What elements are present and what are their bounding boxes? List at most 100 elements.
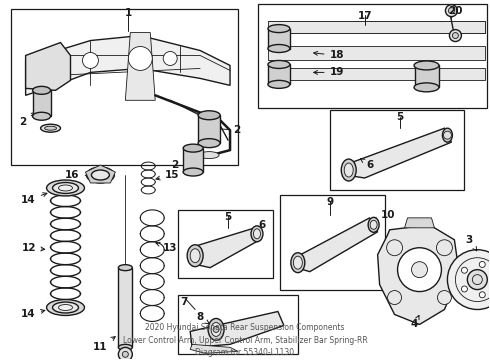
Circle shape bbox=[462, 267, 467, 273]
Circle shape bbox=[128, 46, 152, 71]
Text: 4: 4 bbox=[411, 315, 419, 329]
Text: 6: 6 bbox=[361, 159, 373, 170]
Polygon shape bbox=[190, 311, 284, 347]
Polygon shape bbox=[25, 42, 71, 90]
Text: 17: 17 bbox=[357, 11, 372, 21]
Circle shape bbox=[443, 131, 451, 139]
Ellipse shape bbox=[341, 159, 356, 181]
Text: 1: 1 bbox=[125, 8, 132, 18]
Ellipse shape bbox=[52, 183, 78, 193]
Bar bbox=[268, 64, 290, 84]
Ellipse shape bbox=[251, 226, 263, 242]
Circle shape bbox=[437, 240, 452, 256]
Polygon shape bbox=[378, 225, 460, 324]
Text: 18: 18 bbox=[314, 50, 344, 60]
Text: 11: 11 bbox=[93, 337, 115, 352]
Bar bbox=[415, 66, 440, 87]
Text: 14: 14 bbox=[21, 193, 47, 205]
Circle shape bbox=[397, 248, 441, 292]
Ellipse shape bbox=[45, 126, 56, 130]
Ellipse shape bbox=[58, 305, 73, 310]
Bar bbox=[178, 294, 298, 354]
Ellipse shape bbox=[253, 229, 261, 239]
Circle shape bbox=[163, 51, 177, 66]
Text: 12: 12 bbox=[22, 243, 45, 253]
Text: 15: 15 bbox=[156, 170, 179, 180]
Ellipse shape bbox=[268, 80, 290, 88]
Text: 2020 Hyundai Sonata Rear Suspension Components
Lower Control Arm, Upper Control : 2020 Hyundai Sonata Rear Suspension Comp… bbox=[122, 323, 368, 357]
Text: 19: 19 bbox=[314, 67, 344, 77]
Circle shape bbox=[412, 262, 427, 278]
Ellipse shape bbox=[187, 245, 203, 267]
Text: 20: 20 bbox=[448, 6, 463, 16]
Ellipse shape bbox=[268, 24, 290, 32]
Polygon shape bbox=[295, 218, 378, 272]
Polygon shape bbox=[345, 128, 451, 178]
Ellipse shape bbox=[414, 83, 439, 92]
Ellipse shape bbox=[268, 45, 290, 53]
Ellipse shape bbox=[370, 220, 377, 229]
Ellipse shape bbox=[119, 265, 132, 271]
Bar bbox=[11, 9, 238, 165]
Text: 13: 13 bbox=[156, 242, 177, 253]
Circle shape bbox=[479, 261, 485, 267]
Circle shape bbox=[119, 347, 132, 360]
Ellipse shape bbox=[183, 168, 203, 176]
Polygon shape bbox=[190, 228, 260, 268]
Bar bbox=[198, 115, 220, 143]
Ellipse shape bbox=[291, 253, 305, 273]
Ellipse shape bbox=[211, 323, 221, 336]
Circle shape bbox=[387, 240, 403, 256]
Ellipse shape bbox=[442, 128, 452, 142]
Circle shape bbox=[449, 30, 462, 41]
Text: 9: 9 bbox=[326, 197, 333, 207]
Bar bbox=[330, 110, 465, 190]
Circle shape bbox=[122, 351, 128, 357]
Circle shape bbox=[467, 270, 488, 289]
Circle shape bbox=[213, 327, 219, 332]
Ellipse shape bbox=[183, 144, 203, 152]
Bar bbox=[183, 148, 203, 172]
Polygon shape bbox=[25, 36, 230, 95]
Bar bbox=[280, 195, 385, 289]
Ellipse shape bbox=[41, 124, 61, 132]
Text: 14: 14 bbox=[21, 310, 45, 319]
Text: 10: 10 bbox=[373, 210, 395, 221]
Bar bbox=[119, 268, 132, 347]
Ellipse shape bbox=[58, 185, 73, 191]
Polygon shape bbox=[268, 68, 485, 80]
Text: 2: 2 bbox=[214, 125, 241, 135]
Ellipse shape bbox=[198, 139, 220, 148]
Circle shape bbox=[462, 286, 467, 292]
Polygon shape bbox=[268, 45, 485, 60]
Polygon shape bbox=[405, 218, 435, 228]
Ellipse shape bbox=[92, 170, 109, 180]
Ellipse shape bbox=[268, 60, 290, 68]
Polygon shape bbox=[190, 345, 238, 353]
Ellipse shape bbox=[190, 249, 200, 263]
Circle shape bbox=[82, 53, 98, 68]
Ellipse shape bbox=[33, 112, 50, 120]
Text: 5: 5 bbox=[396, 112, 403, 122]
Circle shape bbox=[479, 292, 485, 298]
Circle shape bbox=[448, 8, 454, 14]
Ellipse shape bbox=[414, 61, 439, 70]
Circle shape bbox=[452, 32, 458, 39]
Polygon shape bbox=[85, 165, 115, 183]
Text: 6: 6 bbox=[253, 220, 266, 231]
Ellipse shape bbox=[47, 180, 84, 196]
Ellipse shape bbox=[52, 302, 78, 313]
Text: 2: 2 bbox=[172, 157, 190, 170]
Text: 2: 2 bbox=[19, 113, 35, 127]
Ellipse shape bbox=[198, 111, 220, 120]
Circle shape bbox=[445, 5, 457, 17]
Circle shape bbox=[438, 291, 451, 305]
Ellipse shape bbox=[368, 217, 379, 232]
Text: 16: 16 bbox=[65, 170, 92, 180]
Bar bbox=[268, 28, 290, 49]
Polygon shape bbox=[268, 21, 485, 32]
Ellipse shape bbox=[344, 163, 353, 177]
Text: 5: 5 bbox=[224, 212, 232, 222]
Circle shape bbox=[388, 291, 401, 305]
Text: 8: 8 bbox=[196, 312, 209, 324]
